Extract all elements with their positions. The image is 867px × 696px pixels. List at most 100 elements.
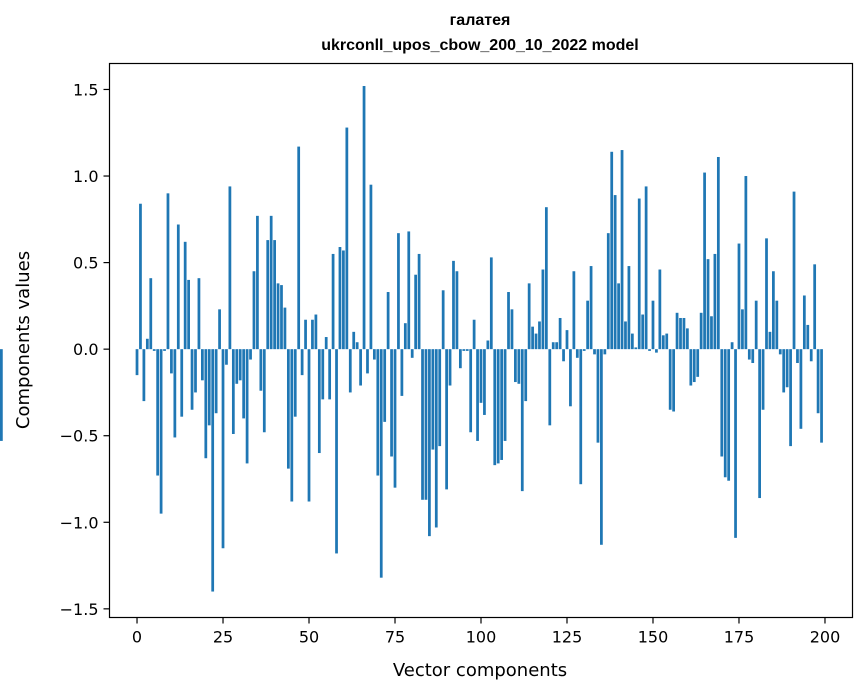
bar-141 (620, 150, 624, 350)
bar-106 (500, 349, 504, 460)
bar-92 (452, 260, 455, 350)
bar-46 (293, 349, 297, 417)
bar-149 (648, 349, 651, 351)
bar-129 (579, 349, 583, 485)
bar-196 (809, 349, 813, 362)
bar-7 (159, 349, 163, 514)
x-axis-label: Vector components (393, 660, 567, 681)
bar-190 (789, 349, 792, 447)
bar-58 (335, 349, 338, 554)
bar-167 (710, 316, 713, 350)
bar-15 (187, 279, 190, 350)
bar-160 (686, 328, 689, 350)
bar-28 (231, 349, 235, 434)
bar-147 (641, 314, 645, 350)
x-tick-label: 200 (810, 628, 841, 647)
y-tick-label: −0.5 (60, 427, 99, 446)
bar-37 (262, 349, 266, 433)
bar-195 (806, 324, 810, 350)
bar-133 (593, 349, 596, 355)
bar-170 (720, 349, 724, 457)
bar-95 (462, 349, 466, 351)
bar-undefined (0, 349, 3, 441)
bar-119 (544, 207, 548, 350)
bar-163 (696, 349, 700, 377)
bar-189 (785, 349, 789, 388)
bar-197 (813, 264, 817, 350)
bar-31 (242, 349, 246, 419)
bar-3 (145, 338, 149, 350)
bar-33 (249, 349, 252, 360)
bar-157 (675, 312, 679, 350)
bar-61 (345, 127, 349, 350)
bar-109 (510, 309, 514, 350)
bar-2 (142, 349, 146, 402)
bar-29 (235, 349, 239, 384)
bar-87 (434, 349, 438, 528)
bar-42 (280, 285, 283, 350)
bar-100 (479, 349, 483, 403)
bar-146 (637, 198, 641, 350)
bar-118 (541, 269, 545, 350)
bar-159 (682, 317, 686, 350)
bar-57 (331, 253, 335, 350)
bar-142 (624, 321, 627, 350)
bar-107 (503, 349, 507, 441)
bar-59 (338, 247, 342, 350)
bar-84 (424, 349, 428, 500)
bar-122 (555, 342, 559, 350)
bar-76 (397, 233, 400, 350)
bar-126 (569, 349, 572, 407)
bar-27 (228, 186, 232, 350)
bar-45 (290, 349, 294, 502)
bar-132 (589, 266, 593, 350)
bar-11 (173, 349, 177, 438)
bar-14 (183, 241, 187, 350)
bar-101 (483, 349, 486, 415)
bar-5 (152, 349, 156, 351)
bar-23 (214, 349, 218, 414)
bar-115 (531, 326, 534, 350)
bar-138 (610, 151, 614, 350)
x-axis-ticks: 0 25 50 75 100 125 150 175 200 (132, 617, 841, 647)
bar-80 (410, 349, 414, 358)
bar-78 (403, 323, 407, 350)
x-tick-label: 50 (299, 628, 319, 647)
bar-137 (606, 233, 610, 350)
y-tick-label: 0.5 (73, 254, 98, 273)
bar-98 (472, 319, 476, 350)
bar-85 (428, 349, 431, 537)
bar-86 (431, 349, 435, 450)
bar-44 (286, 349, 290, 469)
bar-178 (747, 349, 751, 360)
bar-90 (445, 349, 448, 490)
bar-104 (493, 349, 497, 466)
bar-83 (421, 349, 424, 500)
bar-186 (775, 300, 779, 350)
bar-82 (417, 253, 421, 350)
bar-166 (706, 259, 710, 350)
bar-180 (754, 300, 758, 350)
bar-4 (149, 278, 153, 350)
bar-161 (689, 349, 693, 386)
bar-13 (180, 349, 184, 417)
bar-6 (156, 349, 160, 476)
bar-20 (204, 349, 208, 459)
bar-198 (816, 349, 820, 414)
x-tick-label: 75 (385, 628, 405, 647)
bar-22 (211, 349, 215, 592)
bar-162 (692, 349, 696, 383)
bar-68 (369, 184, 373, 350)
bar-108 (507, 292, 510, 350)
bar-182 (761, 349, 765, 410)
bar-75 (393, 349, 397, 488)
bar-49 (304, 319, 307, 350)
x-tick-label: 0 (132, 628, 142, 647)
bar-91 (448, 349, 452, 386)
bar-168 (713, 253, 717, 350)
bar-81 (414, 274, 418, 350)
bar-199 (820, 349, 823, 443)
bar-102 (486, 340, 490, 350)
bar-48 (300, 349, 304, 376)
